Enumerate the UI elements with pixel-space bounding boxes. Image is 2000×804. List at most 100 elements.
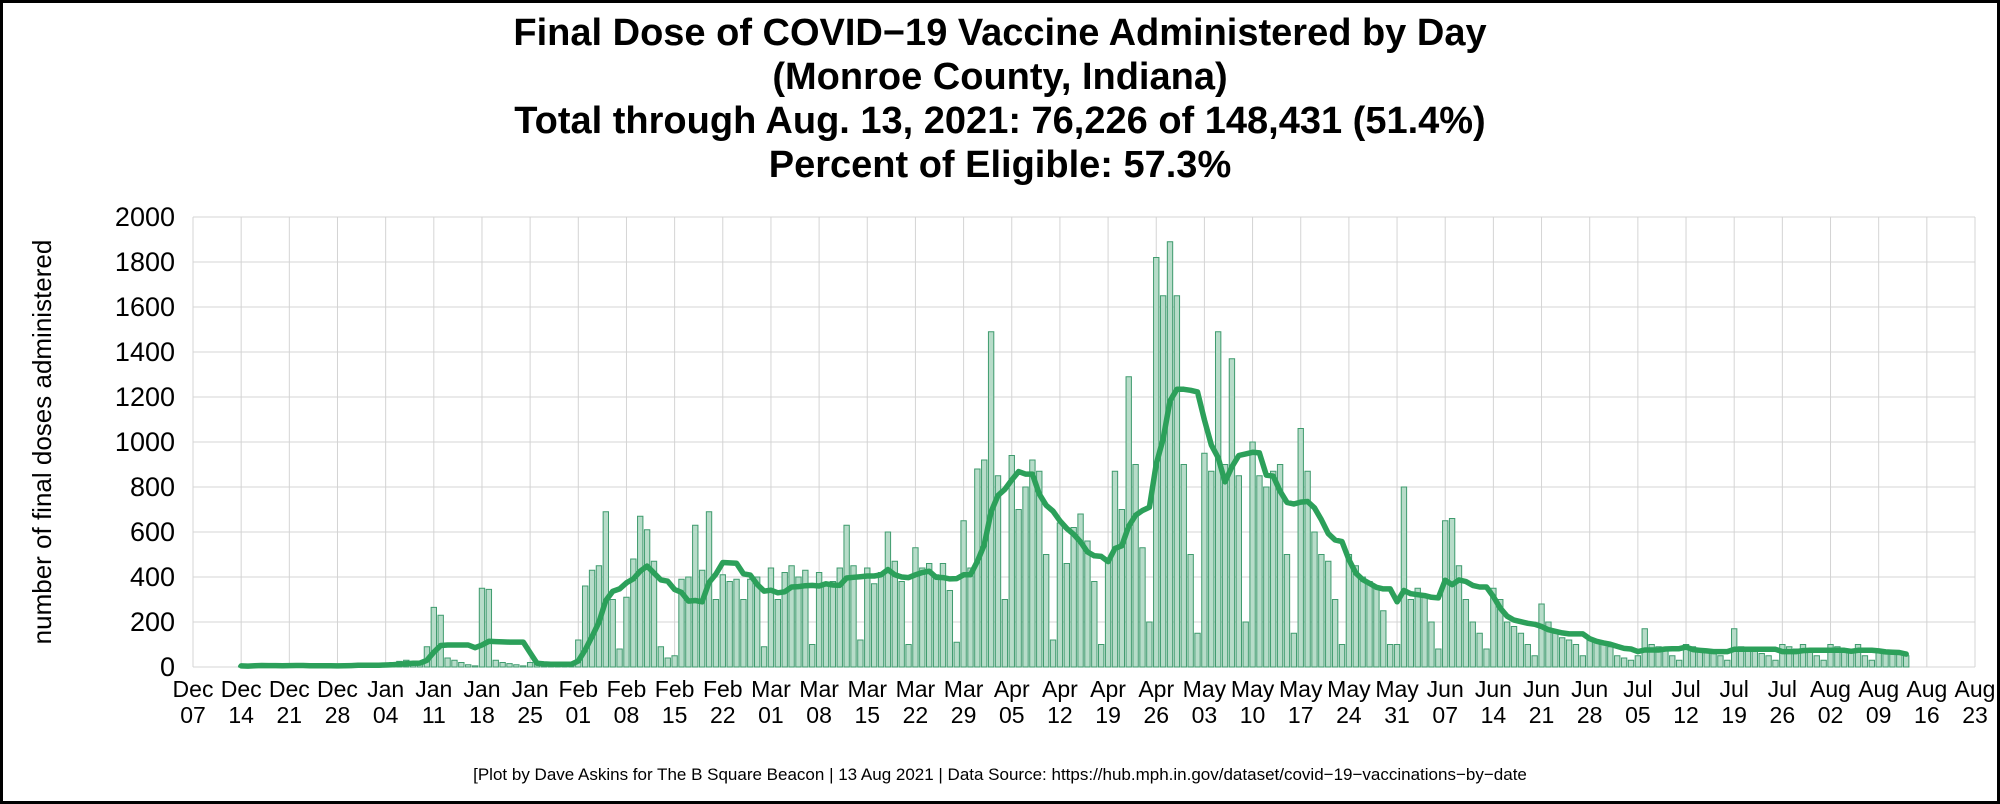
daily-dose-bar <box>1249 441 1256 668</box>
x-axis-tick-label: Apr <box>1138 676 1174 702</box>
daily-dose-bar <box>451 660 458 668</box>
daily-dose-bar <box>1201 453 1208 668</box>
y-axis-tick-label: 2000 <box>115 202 175 232</box>
daily-dose-bar <box>664 657 671 668</box>
daily-dose-bar <box>1118 509 1126 668</box>
daily-dose-bar <box>1331 599 1339 668</box>
daily-dose-bar <box>1565 639 1573 668</box>
x-axis-tick-label: 04 <box>373 702 399 728</box>
x-axis-tick-label: 23 <box>1962 702 1988 728</box>
rolling-average-line <box>238 386 1909 670</box>
daily-dose-bar <box>1366 581 1373 668</box>
x-axis-tick-label: 18 <box>469 702 495 728</box>
x-axis-tick-label: 05 <box>999 702 1025 728</box>
daily-dose-bar <box>1483 648 1490 668</box>
daily-dose-bar <box>1283 554 1291 668</box>
daily-dose-bar <box>1579 655 1587 668</box>
daily-dose-bar <box>1036 471 1043 668</box>
daily-dose-bar <box>1779 644 1786 668</box>
daily-dose-bar <box>1098 644 1105 668</box>
daily-dose-bar <box>692 525 699 668</box>
x-axis-tick-label: 01 <box>566 702 592 728</box>
daily-dose-bar <box>1428 621 1435 668</box>
daily-dose-bar <box>1380 610 1387 668</box>
daily-dose-bar <box>1166 241 1174 668</box>
x-axis-tick-label: May <box>1231 676 1275 702</box>
daily-dose-bar <box>1263 486 1270 668</box>
daily-dose-bar <box>1806 651 1814 668</box>
daily-dose-bar <box>1173 295 1181 668</box>
y-axis-tick-label: 1200 <box>115 382 175 412</box>
daily-dose-bar <box>465 664 472 668</box>
x-axis-tick-label: Dec <box>317 676 358 702</box>
y-axis-tick-label: 200 <box>130 607 175 637</box>
daily-dose-bar <box>1669 655 1676 668</box>
daily-dose-bar <box>1084 540 1091 668</box>
daily-dose-bar <box>1042 554 1050 668</box>
x-axis-tick-label: 01 <box>758 702 784 728</box>
x-axis-tick-label: 10 <box>1240 702 1266 728</box>
daily-dose-bar <box>1311 531 1318 668</box>
daily-dose-bar <box>946 590 954 668</box>
daily-dose-bar <box>1386 644 1394 668</box>
x-axis-tick-label: Jan <box>512 676 549 702</box>
daily-dose-bar <box>754 576 761 668</box>
x-axis-tick-label: 28 <box>325 702 351 728</box>
daily-dose-bar <box>1318 554 1325 668</box>
daily-dose-bar <box>1758 653 1765 668</box>
daily-dose-bar <box>1359 576 1366 668</box>
daily-dose-bar <box>430 607 437 668</box>
daily-dose-bar <box>1772 660 1779 668</box>
daily-dose-bar <box>1648 644 1655 668</box>
x-axis-tick-label: 24 <box>1336 702 1362 728</box>
daily-dose-bar <box>1345 554 1353 668</box>
x-axis-tick-label: 09 <box>1866 702 1892 728</box>
daily-dose-bar <box>719 574 726 668</box>
x-axis-tick-label: 14 <box>1481 702 1507 728</box>
daily-dose-bar <box>1524 644 1531 668</box>
daily-dose-bar <box>1820 660 1827 668</box>
daily-dose-bar <box>581 585 589 668</box>
daily-dose-bar <box>1194 633 1201 668</box>
daily-dose-bar <box>864 567 871 668</box>
daily-dose-bar <box>981 459 988 668</box>
daily-dose-bar <box>939 563 947 668</box>
daily-dose-bar <box>1600 644 1607 668</box>
x-axis-tick-label: 31 <box>1384 702 1410 728</box>
daily-dose-bar <box>1304 471 1311 668</box>
daily-dose-bar <box>1228 358 1236 668</box>
daily-dose-bar <box>1001 599 1009 668</box>
daily-dose-bar <box>1607 646 1614 668</box>
chart-title-line-3: Total through Aug. 13, 2021: 76,226 of 1… <box>514 100 1486 143</box>
x-axis-tick-label: 14 <box>228 702 254 728</box>
daily-dose-bar <box>850 565 857 668</box>
x-axis-tick-label: 15 <box>662 702 688 728</box>
daily-dose-bar <box>836 567 843 668</box>
x-axis-tick-label: 16 <box>1914 702 1940 728</box>
x-axis-tick-label: Aug <box>1858 676 1899 702</box>
daily-dose-bar <box>1338 644 1346 668</box>
x-axis-tick-label: Jan <box>415 676 452 702</box>
daily-dose-bar <box>953 642 960 668</box>
y-axis-tick-label: 1400 <box>115 337 175 367</box>
chart-canvas: 0 200 400 600 800 1000 1200 1400 1600 1800 2000 Dec… <box>27 202 1995 728</box>
daily-dose-bar <box>1903 655 1910 668</box>
daily-dose-bar <box>788 565 795 668</box>
daily-dose-bar <box>588 570 596 668</box>
x-axis-tick-label: Apr <box>1090 676 1126 702</box>
daily-dose-bar <box>657 646 665 668</box>
x-axis-tick-label: Mar <box>751 676 791 702</box>
daily-dose-bar <box>616 648 623 668</box>
daily-dose-bar <box>492 660 499 668</box>
daily-dose-bar <box>643 529 651 668</box>
daily-dose-bar <box>602 511 610 668</box>
daily-dose-bar <box>1655 646 1662 668</box>
daily-dose-bar <box>1111 471 1119 668</box>
x-axis-tick-label: 08 <box>614 702 640 728</box>
daily-dose-bar <box>1614 655 1621 668</box>
daily-dose-bar <box>1455 565 1463 668</box>
x-axis-tick-label: Mar <box>799 676 839 702</box>
daily-dose-bar <box>822 583 830 668</box>
daily-dose-bar <box>678 579 685 668</box>
x-axis-tick-label: May <box>1279 676 1323 702</box>
